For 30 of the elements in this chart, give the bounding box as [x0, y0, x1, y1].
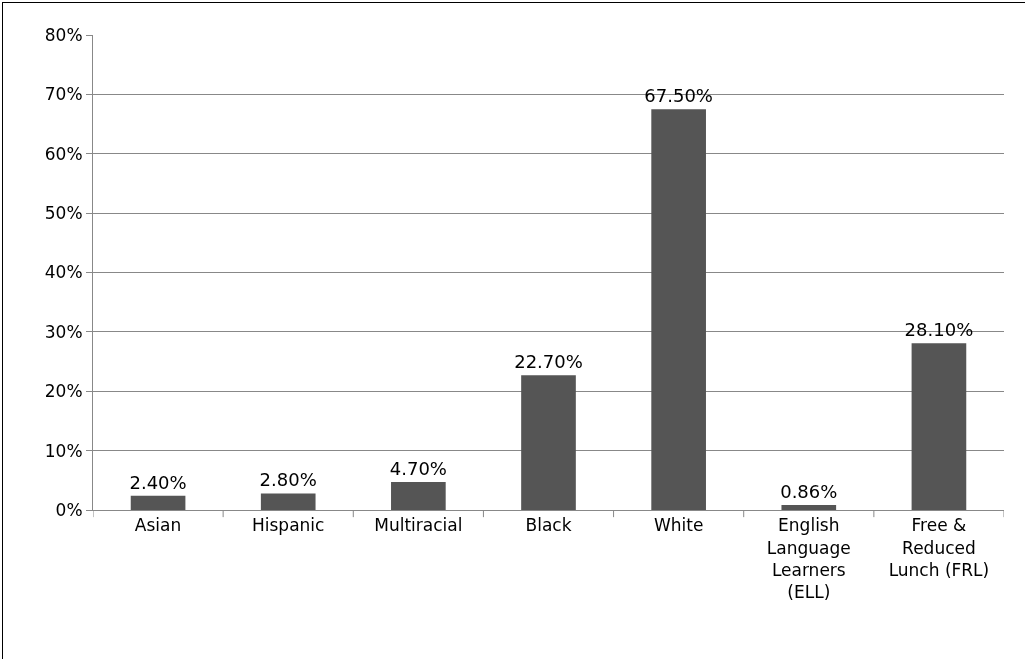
x-tick-label: Hispanic: [252, 515, 325, 536]
x-tick-label: English Language Learners (ELL): [766, 515, 851, 602]
y-tick-label: 10%: [44, 440, 83, 461]
data-label: 22.70%: [514, 351, 583, 373]
data-label: 0.86%: [780, 480, 838, 502]
x-tick-label: Asian: [134, 515, 182, 536]
bar: [781, 504, 837, 510]
data-label: 28.10%: [904, 319, 974, 341]
y-tick-label: 20%: [44, 381, 83, 402]
y-tick-label: 40%: [44, 262, 83, 283]
y-tick-label: 60%: [44, 143, 83, 164]
y-tick-label: 70%: [44, 84, 83, 105]
bar: [130, 495, 186, 510]
data-label: 2.80%: [259, 469, 317, 491]
bar: [911, 343, 967, 510]
y-tick-label: 80%: [44, 24, 83, 45]
bar: [260, 493, 316, 510]
data-label: 67.50%: [644, 85, 713, 107]
x-tick-label: White: [653, 515, 704, 536]
x-tick-label: Black: [525, 515, 572, 536]
x-tick-label: Free & Reduced Lunch (FRL): [888, 515, 990, 580]
bar: [391, 482, 446, 510]
x-tick-label: Multiracial: [374, 515, 463, 536]
bar: [651, 109, 706, 510]
bar: [521, 375, 576, 510]
y-tick-label: 50%: [44, 203, 83, 224]
data-label: 4.70%: [389, 458, 447, 480]
y-tick-label: 0%: [55, 499, 83, 520]
data-label: 2.40%: [129, 471, 187, 493]
y-tick-label: 30%: [44, 321, 83, 342]
